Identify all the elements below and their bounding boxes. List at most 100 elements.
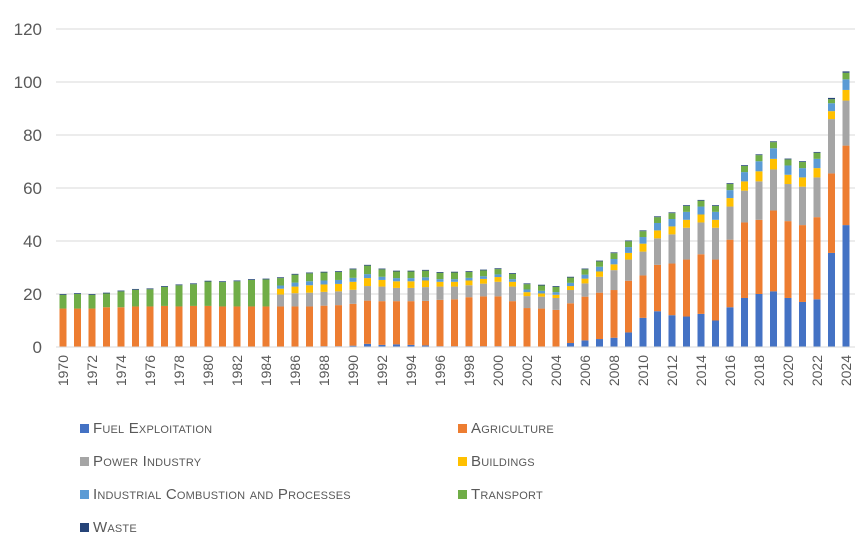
bar-1980 xyxy=(204,280,212,347)
bar-segment-industrial-combustion-and-processes xyxy=(422,277,429,281)
bar-2016 xyxy=(726,183,734,347)
bar-segment-waste xyxy=(233,280,241,282)
bar-segment-agriculture xyxy=(726,239,734,308)
bar-segment-power-industry xyxy=(422,287,429,301)
bar-segment-power-industry xyxy=(842,100,850,146)
bar-segment-agriculture xyxy=(175,306,183,347)
bar-segment-transport xyxy=(480,270,487,277)
bar-segment-buildings xyxy=(581,278,589,284)
bar-segment-agriculture xyxy=(378,301,386,345)
bar-segment-buildings xyxy=(277,288,284,295)
legend-swatch xyxy=(80,523,89,532)
bar-segment-agriculture xyxy=(407,301,415,345)
bar-segment-transport xyxy=(523,284,531,290)
bar-segment-power-industry xyxy=(393,287,400,302)
bar-segment-transport xyxy=(581,269,589,275)
bar-segment-waste xyxy=(654,216,661,218)
bar-segment-fuel-exploitation xyxy=(842,225,850,347)
bar-segment-fuel-exploitation xyxy=(770,291,777,347)
bar-segment-power-industry xyxy=(465,285,473,298)
bar-segment-waste xyxy=(741,165,748,167)
bar-segment-buildings xyxy=(610,264,618,271)
bar-segment-transport xyxy=(277,278,284,286)
bar-segment-waste xyxy=(842,71,850,73)
bar-segment-transport xyxy=(364,265,371,275)
bar-segment-power-industry xyxy=(784,184,792,222)
bar-1993 xyxy=(393,270,400,347)
bar-segment-industrial-combustion-and-processes xyxy=(378,276,386,280)
bar-segment-industrial-combustion-and-processes xyxy=(509,279,516,282)
bar-segment-industrial-combustion-and-processes xyxy=(407,278,415,282)
bar-segment-transport xyxy=(610,253,618,260)
y-tick-label: 40 xyxy=(23,232,42,251)
bar-segment-waste xyxy=(219,281,226,283)
bar-segment-transport xyxy=(74,294,81,309)
bar-segment-fuel-exploitation xyxy=(668,315,676,347)
bar-2004 xyxy=(552,286,560,347)
bar-segment-buildings xyxy=(422,280,429,288)
bar-1978 xyxy=(175,284,183,347)
bar-segment-transport xyxy=(291,274,299,283)
bar-segment-industrial-combustion-and-processes xyxy=(349,277,357,282)
bar-segment-industrial-combustion-and-processes xyxy=(828,103,835,112)
bar-segment-industrial-combustion-and-processes xyxy=(741,172,748,182)
bar-2021 xyxy=(799,161,806,347)
bar-2012 xyxy=(668,212,676,347)
bar-segment-transport xyxy=(219,282,226,307)
bar-segment-buildings xyxy=(654,230,661,239)
bar-segment-agriculture xyxy=(190,305,197,347)
legend-label: Waste xyxy=(93,519,137,536)
x-tick-label: 1992 xyxy=(374,355,390,386)
legend-swatch xyxy=(80,424,89,433)
bar-1973 xyxy=(103,292,110,347)
bar-segment-transport xyxy=(88,294,96,309)
bar-1985 xyxy=(277,277,284,347)
bar-segment-power-industry xyxy=(552,297,560,310)
bar-1990 xyxy=(349,268,357,347)
bar-segment-agriculture xyxy=(364,300,371,344)
bar-segment-transport xyxy=(596,261,603,267)
x-tick-label: 1978 xyxy=(171,355,187,386)
bar-1979 xyxy=(190,283,197,347)
legend-label: Transport xyxy=(471,486,543,503)
bar-segment-agriculture xyxy=(625,280,632,333)
bar-segment-waste xyxy=(770,141,777,143)
bar-segment-waste xyxy=(146,288,154,290)
legend-swatch xyxy=(458,457,467,466)
bar-segment-buildings xyxy=(407,281,415,288)
bar-segment-industrial-combustion-and-processes xyxy=(567,282,574,287)
bar-segment-power-industry xyxy=(828,119,835,174)
bar-segment-transport xyxy=(132,289,139,307)
y-tick-label: 0 xyxy=(33,338,42,357)
bar-segment-waste xyxy=(712,205,719,207)
bar-segment-industrial-combustion-and-processes xyxy=(494,274,502,278)
bar-segment-agriculture xyxy=(393,301,400,345)
bar-segment-power-industry xyxy=(581,283,589,297)
bar-segment-buildings xyxy=(306,285,313,293)
x-tick-label: 2002 xyxy=(519,355,535,386)
bar-1977 xyxy=(161,286,168,347)
bar-segment-waste xyxy=(436,272,444,273)
bar-segment-power-industry xyxy=(436,286,444,300)
x-tick-label: 1998 xyxy=(461,355,477,386)
bar-segment-fuel-exploitation xyxy=(784,297,792,347)
bar-segment-agriculture xyxy=(465,297,473,347)
bar-1981 xyxy=(219,281,226,347)
bar-segment-agriculture xyxy=(799,225,806,302)
x-tick-label: 2004 xyxy=(548,355,564,386)
bar-segment-transport xyxy=(465,272,473,278)
bar-segment-waste xyxy=(755,154,763,156)
x-tick-label: 1970 xyxy=(55,355,71,386)
bar-1988 xyxy=(320,271,328,347)
bar-segment-agriculture xyxy=(146,306,154,347)
bar-segment-waste xyxy=(610,252,618,254)
bar-segment-fuel-exploitation xyxy=(712,320,719,347)
bar-segment-buildings xyxy=(291,286,299,294)
bar-segment-waste xyxy=(726,183,734,185)
bar-segment-agriculture xyxy=(349,303,357,346)
bar-segment-transport xyxy=(117,291,125,308)
bar-segment-buildings xyxy=(465,280,473,286)
x-tick-label: 1976 xyxy=(142,355,158,386)
bar-segment-power-industry xyxy=(509,286,516,302)
bar-segment-buildings xyxy=(335,283,342,292)
